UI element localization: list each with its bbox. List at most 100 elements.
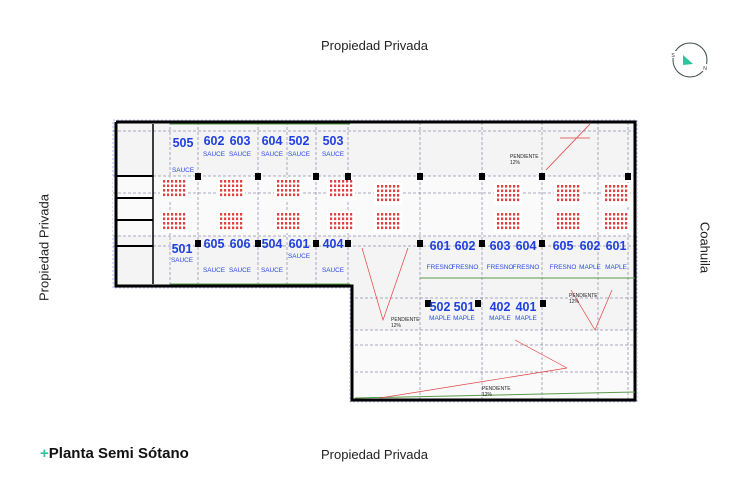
- compass-icon: S N: [670, 42, 708, 78]
- unit-number: 601: [289, 237, 310, 251]
- unit-species: SAUCE: [203, 151, 225, 158]
- column: [313, 240, 319, 247]
- parking-space: [160, 178, 188, 200]
- ramp-labels: PENDIENTE12%PENDIENTE12%PENDIENTE12%PEND…: [391, 154, 598, 398]
- unit-404-sauce: 404 SAUCE: [322, 237, 344, 274]
- column: [255, 173, 261, 180]
- unit-number: 501: [454, 300, 475, 314]
- parking-space: [554, 211, 582, 233]
- unit-species: SAUCE: [171, 257, 193, 264]
- compass-south: S: [671, 53, 675, 59]
- unit-number: 604: [262, 134, 283, 148]
- column: [345, 240, 351, 247]
- column: [195, 240, 201, 247]
- unit-species: FRESNO: [487, 264, 514, 271]
- column: [479, 173, 485, 180]
- unit-number: 605: [553, 239, 574, 253]
- top-boundary-label: Propiedad Privada: [321, 38, 428, 53]
- ramp-label: PENDIENTE: [482, 386, 511, 392]
- ramp-slope: 12%: [482, 392, 493, 398]
- unit-603-sauce: 603 SAUCE: [229, 134, 251, 158]
- unit-602-fresno: 602 FRESNO: [452, 239, 479, 271]
- parking-space: [494, 211, 522, 233]
- unit-labels: 505 SAUCE 602 SAUCE 603 SAUCE 604 SAUCE 502 SAUCE…: [171, 134, 627, 322]
- ramp-slope: 12%: [569, 299, 580, 305]
- unit-species: FRESNO: [452, 264, 479, 271]
- ramp-slope: 12%: [391, 323, 402, 329]
- parking-space: [327, 211, 355, 233]
- unit-number: 502: [289, 134, 310, 148]
- structural-columns: [195, 173, 631, 307]
- unit-number: 402: [490, 300, 511, 314]
- parking-space: [217, 178, 245, 200]
- unit-number: 604: [516, 239, 537, 253]
- column: [417, 240, 423, 247]
- column: [345, 173, 351, 180]
- unit-species: SAUCE: [322, 151, 344, 158]
- walls: [114, 120, 637, 402]
- parking-space: [327, 178, 355, 200]
- compass-north: N: [703, 66, 707, 72]
- unit-species: MAPLE: [579, 264, 601, 271]
- unit-number: 501: [172, 242, 193, 256]
- unit-number: 605: [204, 237, 225, 251]
- unit-601-fresno: 601 FRESNO: [427, 239, 454, 271]
- unit-number: 505: [173, 136, 194, 150]
- unit-species: SAUCE: [288, 151, 310, 158]
- unit-601-maple: 601 MAPLE: [605, 239, 627, 271]
- parking-space: [374, 183, 402, 205]
- unit-species: SAUCE: [261, 151, 283, 158]
- unit-species: FRESNO: [550, 264, 577, 271]
- unit-species: FRESNO: [427, 264, 454, 271]
- unit-species: SAUCE: [172, 167, 194, 174]
- unit-number: 602: [455, 239, 476, 253]
- unit-number: 503: [323, 134, 344, 148]
- unit-species: MAPLE: [515, 315, 537, 322]
- plus-icon: +: [40, 445, 49, 462]
- unit-species: SAUCE: [229, 267, 251, 274]
- unit-604-fresno: 604 FRESNO: [513, 239, 540, 271]
- unit-species: SAUCE: [288, 253, 310, 260]
- unit-number: 602: [580, 239, 601, 253]
- parking-spaces: [160, 178, 630, 233]
- unit-606-sauce: 606 SAUCE: [229, 237, 251, 274]
- ramp-label: PENDIENTE: [510, 154, 539, 160]
- unit-species: MAPLE: [605, 264, 627, 271]
- unit-species: SAUCE: [229, 151, 251, 158]
- unit-number: 502: [430, 300, 451, 314]
- unit-605-sauce: 605 SAUCE: [203, 237, 225, 274]
- unit-502-sauce: 502 SAUCE: [288, 134, 310, 158]
- unit-601-sauce: 601 SAUCE: [288, 237, 310, 260]
- column: [313, 173, 319, 180]
- unit-species: SAUCE: [261, 267, 283, 274]
- unit-603-fresno: 603 FRESNO: [487, 239, 514, 271]
- bottom-boundary-label: Propiedad Privada: [321, 447, 428, 462]
- unit-number: 504: [262, 237, 283, 251]
- column: [255, 240, 261, 247]
- column: [540, 300, 546, 307]
- column: [475, 300, 481, 307]
- ramp-label: PENDIENTE: [569, 293, 598, 299]
- ramp-slope: 12%: [510, 160, 521, 166]
- column: [539, 173, 545, 180]
- unit-number: 602: [204, 134, 225, 148]
- parking-space: [602, 211, 630, 233]
- parking-space: [374, 211, 402, 233]
- plan-title-text: Planta Semi Sótano: [48, 445, 189, 462]
- unit-number: 601: [606, 239, 627, 253]
- column: [625, 173, 631, 180]
- parking-space: [160, 211, 188, 233]
- unit-602-sauce: 602 SAUCE: [203, 134, 225, 158]
- unit-species: SAUCE: [203, 267, 225, 274]
- ramp-label: PENDIENTE: [391, 317, 420, 323]
- unit-605-fresno: 605 FRESNO: [550, 239, 577, 271]
- unit-species: MAPLE: [453, 315, 475, 322]
- column: [479, 240, 485, 247]
- column: [417, 173, 423, 180]
